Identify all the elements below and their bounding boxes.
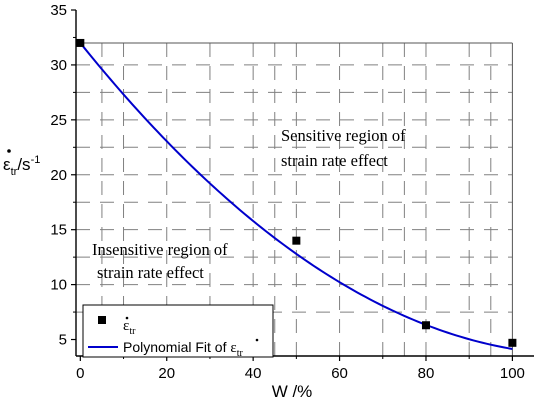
legend-label-points-base: ε [123,318,129,334]
hatch-layer [76,42,513,356]
y-tick-label: 25 [50,112,67,129]
x-tick-label: 80 [418,365,435,382]
y-axis-title-text: εtr/s-1 [3,154,40,178]
y-axis-title-sup: -1 [31,154,41,166]
y-tick-label: 20 [50,167,67,184]
x-tick-label: 100 [500,365,525,382]
y-axis-title-unit: /s [17,155,30,174]
data-point [76,38,85,47]
axes [75,10,534,357]
data-point [421,321,430,330]
legend-label-points: εtr [123,318,136,337]
x-tick-label: 40 [245,365,262,382]
y-tick-label: 10 [50,277,67,294]
sensitive-region-line2: strain rate effect [281,151,388,170]
y-tick-label: 35 [50,2,67,19]
data-point [292,236,301,245]
legend-marker-points [98,316,106,324]
x-tick-label: 20 [158,365,175,382]
x-tick-label: 60 [331,365,348,382]
y-tick-label: 5 [59,332,67,349]
y-axis-title-sub: tr [11,166,18,178]
legend-box [82,304,274,358]
y-axis-title-base: ε [3,155,11,174]
legend-dot-2 [255,338,259,342]
y-tick-label: 15 [50,222,67,239]
fit-curve [79,42,513,350]
y-axis-title: εtr/s-1 [3,149,40,178]
legend-label-fit: Polynomial Fit of εtr [123,339,243,359]
legend-label-fit-sub: tr [237,348,244,359]
legend-label-fit-prefix: Polynomial Fit of [123,339,230,355]
legend-dot-1 [125,316,129,320]
series [76,38,517,350]
reference-lines [80,42,513,356]
legend-label-points-sub: tr [129,326,136,337]
sensitive-region-line1: Sensitive region of [281,126,406,145]
data-point [508,338,517,347]
y-axis-title-dot [7,149,11,153]
y-tick-label: 30 [50,57,67,74]
insensitive-region-line1: Insensitive region of [92,240,228,259]
ticks: 0 20 40 60 80 100 5 10 15 20 25 30 35 [50,2,525,382]
insensitive-region-line2: strain rate effect [97,263,204,282]
x-tick-label: 0 [76,365,84,382]
legend-label-fit-base: ε [230,340,236,356]
x-axis-title: W /% [272,382,313,401]
